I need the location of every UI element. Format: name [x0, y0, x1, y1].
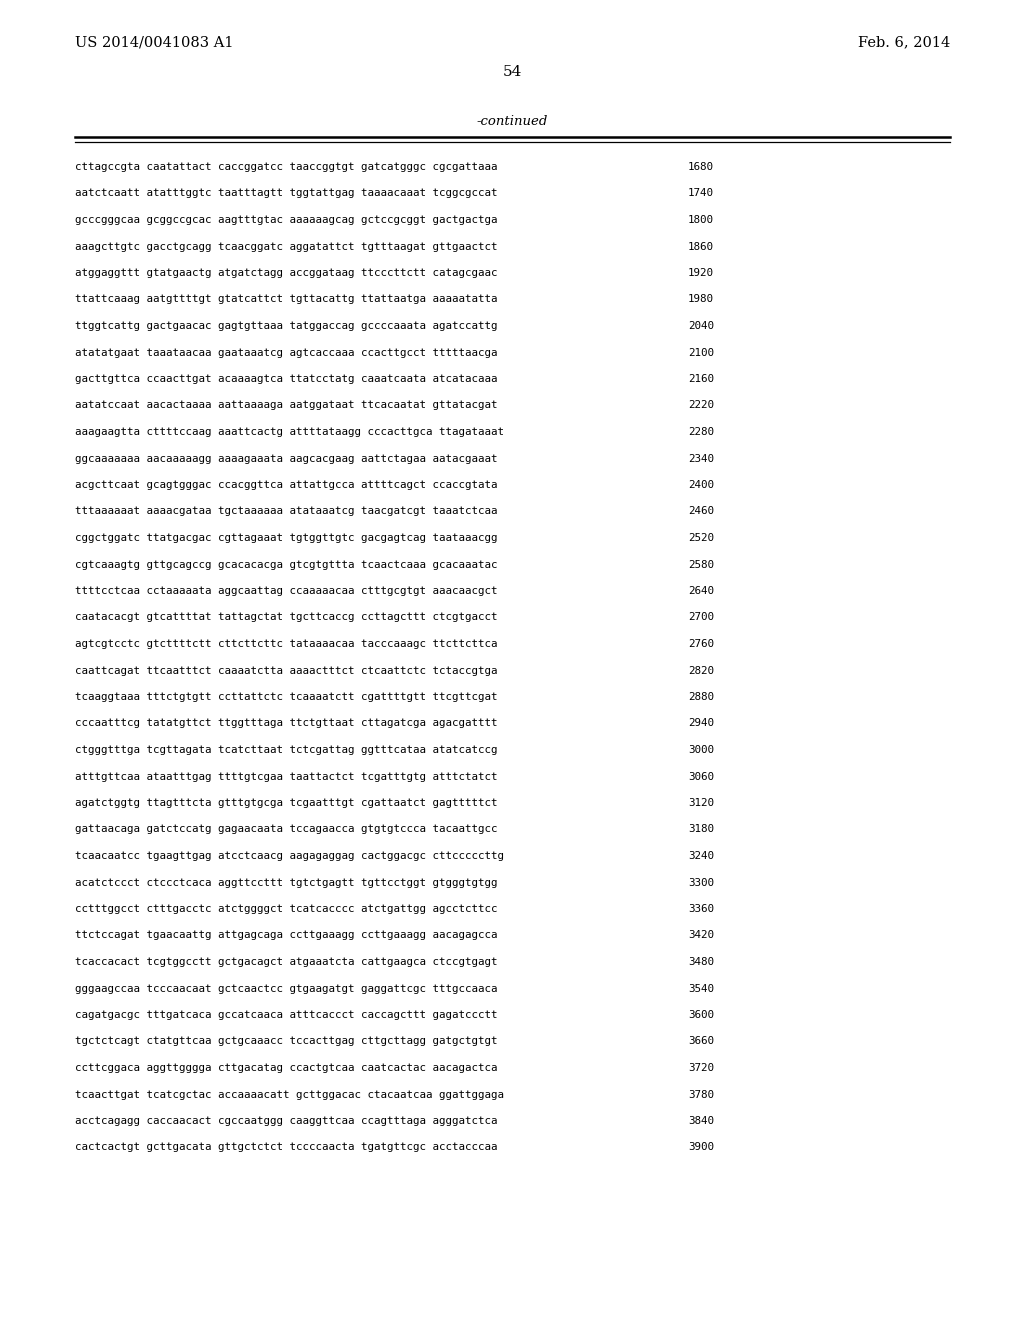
Text: tcaccacact tcgtggcctt gctgacagct atgaaatcta cattgaagca ctccgtgagt: tcaccacact tcgtggcctt gctgacagct atgaaat…	[75, 957, 498, 968]
Text: 2340: 2340	[688, 454, 714, 463]
Text: agatctggtg ttagtttcta gtttgtgcga tcgaatttgt cgattaatct gagtttttct: agatctggtg ttagtttcta gtttgtgcga tcgaatt…	[75, 799, 498, 808]
Text: gacttgttca ccaacttgat acaaaagtca ttatcctatg caaatcaata atcatacaaa: gacttgttca ccaacttgat acaaaagtca ttatcct…	[75, 374, 498, 384]
Text: 2640: 2640	[688, 586, 714, 597]
Text: caatacacgt gtcattttat tattagctat tgcttcaccg ccttagcttt ctcgtgacct: caatacacgt gtcattttat tattagctat tgcttca…	[75, 612, 498, 623]
Text: 3780: 3780	[688, 1089, 714, 1100]
Text: 2940: 2940	[688, 718, 714, 729]
Text: cagatgacgc tttgatcaca gccatcaaca atttcaccct caccagcttt gagatccctt: cagatgacgc tttgatcaca gccatcaaca atttcac…	[75, 1010, 498, 1020]
Text: acctcagagg caccaacact cgccaatggg caaggttcaa ccagtttaga agggatctca: acctcagagg caccaacact cgccaatggg caaggtt…	[75, 1115, 498, 1126]
Text: Feb. 6, 2014: Feb. 6, 2014	[858, 36, 950, 49]
Text: 3480: 3480	[688, 957, 714, 968]
Text: gattaacaga gatctccatg gagaacaata tccagaacca gtgtgtccca tacaattgcc: gattaacaga gatctccatg gagaacaata tccagaa…	[75, 825, 498, 834]
Text: cttagccgta caatattact caccggatcc taaccggtgt gatcatgggc cgcgattaaa: cttagccgta caatattact caccggatcc taaccgg…	[75, 162, 498, 172]
Text: atttgttcaa ataatttgag ttttgtcgaa taattactct tcgatttgtg atttctatct: atttgttcaa ataatttgag ttttgtcgaa taattac…	[75, 771, 498, 781]
Text: tgctctcagt ctatgttcaa gctgcaaacc tccacttgag cttgcttagg gatgctgtgt: tgctctcagt ctatgttcaa gctgcaaacc tccactt…	[75, 1036, 498, 1047]
Text: ttttcctcaa cctaaaaata aggcaattag ccaaaaacaa ctttgcgtgt aaacaacgct: ttttcctcaa cctaaaaata aggcaattag ccaaaaa…	[75, 586, 498, 597]
Text: ctgggtttga tcgttagata tcatcttaat tctcgattag ggtttcataa atatcatccg: ctgggtttga tcgttagata tcatcttaat tctcgat…	[75, 744, 498, 755]
Text: aatatccaat aacactaaaa aattaaaaga aatggataat ttcacaatat gttatacgat: aatatccaat aacactaaaa aattaaaaga aatggat…	[75, 400, 498, 411]
Text: 2220: 2220	[688, 400, 714, 411]
Text: cccaatttcg tatatgttct ttggtttaga ttctgttaat cttagatcga agacgatttt: cccaatttcg tatatgttct ttggtttaga ttctgtt…	[75, 718, 498, 729]
Text: ttggtcattg gactgaacac gagtgttaaa tatggaccag gccccaaata agatccattg: ttggtcattg gactgaacac gagtgttaaa tatggac…	[75, 321, 498, 331]
Text: 3300: 3300	[688, 878, 714, 887]
Text: tcaacaatcc tgaagttgag atcctcaacg aagagaggag cactggacgc cttcccccttg: tcaacaatcc tgaagttgag atcctcaacg aagagag…	[75, 851, 504, 861]
Text: aaagaagtta cttttccaag aaattcactg attttataagg cccacttgca ttagataaat: aaagaagtta cttttccaag aaattcactg attttat…	[75, 426, 504, 437]
Text: 3060: 3060	[688, 771, 714, 781]
Text: -continued: -continued	[476, 115, 548, 128]
Text: 1860: 1860	[688, 242, 714, 252]
Text: aaagcttgtc gacctgcagg tcaacggatc aggatattct tgtttaagat gttgaactct: aaagcttgtc gacctgcagg tcaacggatc aggatat…	[75, 242, 498, 252]
Text: agtcgtcctc gtcttttctt cttcttcttc tataaaacaa tacccaaagc ttcttcttca: agtcgtcctc gtcttttctt cttcttcttc tataaaa…	[75, 639, 498, 649]
Text: 3840: 3840	[688, 1115, 714, 1126]
Text: 1920: 1920	[688, 268, 714, 279]
Text: ggcaaaaaaa aacaaaaagg aaaagaaata aagcacgaag aattctagaa aatacgaaat: ggcaaaaaaa aacaaaaagg aaaagaaata aagcacg…	[75, 454, 498, 463]
Text: ttattcaaag aatgttttgt gtatcattct tgttacattg ttattaatga aaaaatatta: ttattcaaag aatgttttgt gtatcattct tgttaca…	[75, 294, 498, 305]
Text: 2100: 2100	[688, 347, 714, 358]
Text: atggaggttt gtatgaactg atgatctagg accggataag ttcccttctt catagcgaac: atggaggttt gtatgaactg atgatctagg accggat…	[75, 268, 498, 279]
Text: 3600: 3600	[688, 1010, 714, 1020]
Text: 54: 54	[503, 65, 521, 79]
Text: 1680: 1680	[688, 162, 714, 172]
Text: 2160: 2160	[688, 374, 714, 384]
Text: 3000: 3000	[688, 744, 714, 755]
Text: 3660: 3660	[688, 1036, 714, 1047]
Text: ttctccagat tgaacaattg attgagcaga ccttgaaagg ccttgaaagg aacagagcca: ttctccagat tgaacaattg attgagcaga ccttgaa…	[75, 931, 498, 940]
Text: 2820: 2820	[688, 665, 714, 676]
Text: cgtcaaagtg gttgcagccg gcacacacga gtcgtgttta tcaactcaaa gcacaaatac: cgtcaaagtg gttgcagccg gcacacacga gtcgtgt…	[75, 560, 498, 569]
Text: 3720: 3720	[688, 1063, 714, 1073]
Text: ccttcggaca aggttgggga cttgacatag ccactgtcaa caatcactac aacagactca: ccttcggaca aggttgggga cttgacatag ccactgt…	[75, 1063, 498, 1073]
Text: 2880: 2880	[688, 692, 714, 702]
Text: caattcagat ttcaatttct caaaatctta aaaactttct ctcaattctc tctaccgtga: caattcagat ttcaatttct caaaatctta aaaactt…	[75, 665, 498, 676]
Text: 1800: 1800	[688, 215, 714, 224]
Text: 2520: 2520	[688, 533, 714, 543]
Text: 3540: 3540	[688, 983, 714, 994]
Text: gcccgggcaa gcggccgcac aagtttgtac aaaaaagcag gctccgcggt gactgactga: gcccgggcaa gcggccgcac aagtttgtac aaaaaag…	[75, 215, 498, 224]
Text: 2580: 2580	[688, 560, 714, 569]
Text: 2460: 2460	[688, 507, 714, 516]
Text: 2400: 2400	[688, 480, 714, 490]
Text: atatatgaat taaataacaa gaataaatcg agtcaccaaa ccacttgcct tttttaacga: atatatgaat taaataacaa gaataaatcg agtcacc…	[75, 347, 498, 358]
Text: cggctggatc ttatgacgac cgttagaaat tgtggttgtc gacgagtcag taataaacgg: cggctggatc ttatgacgac cgttagaaat tgtggtt…	[75, 533, 498, 543]
Text: cactcactgt gcttgacata gttgctctct tccccaacta tgatgttcgc acctacccaa: cactcactgt gcttgacata gttgctctct tccccaa…	[75, 1143, 498, 1152]
Text: 1740: 1740	[688, 189, 714, 198]
Text: 3180: 3180	[688, 825, 714, 834]
Text: acatctccct ctccctcaca aggttccttt tgtctgagtt tgttcctggt gtgggtgtgg: acatctccct ctccctcaca aggttccttt tgtctga…	[75, 878, 498, 887]
Text: 3360: 3360	[688, 904, 714, 913]
Text: cctttggcct ctttgacctc atctggggct tcatcacccc atctgattgg agcctcttcc: cctttggcct ctttgacctc atctggggct tcatcac…	[75, 904, 498, 913]
Text: 2280: 2280	[688, 426, 714, 437]
Text: 3420: 3420	[688, 931, 714, 940]
Text: 2040: 2040	[688, 321, 714, 331]
Text: 3240: 3240	[688, 851, 714, 861]
Text: aatctcaatt atatttggtc taatttagtt tggtattgag taaaacaaat tcggcgccat: aatctcaatt atatttggtc taatttagtt tggtatt…	[75, 189, 498, 198]
Text: tcaacttgat tcatcgctac accaaaacatt gcttggacac ctacaatcaa ggattggaga: tcaacttgat tcatcgctac accaaaacatt gcttgg…	[75, 1089, 504, 1100]
Text: tcaaggtaaa tttctgtgtt ccttattctc tcaaaatctt cgattttgtt ttcgttcgat: tcaaggtaaa tttctgtgtt ccttattctc tcaaaat…	[75, 692, 498, 702]
Text: 1980: 1980	[688, 294, 714, 305]
Text: 3120: 3120	[688, 799, 714, 808]
Text: tttaaaaaat aaaacgataa tgctaaaaaa atataaatcg taacgatcgt taaatctcaa: tttaaaaaat aaaacgataa tgctaaaaaa atataaa…	[75, 507, 498, 516]
Text: US 2014/0041083 A1: US 2014/0041083 A1	[75, 36, 233, 49]
Text: acgcttcaat gcagtgggac ccacggttca attattgcca attttcagct ccaccgtata: acgcttcaat gcagtgggac ccacggttca attattg…	[75, 480, 498, 490]
Text: gggaagccaa tcccaacaat gctcaactcc gtgaagatgt gaggattcgc tttgccaaca: gggaagccaa tcccaacaat gctcaactcc gtgaaga…	[75, 983, 498, 994]
Text: 3900: 3900	[688, 1143, 714, 1152]
Text: 2760: 2760	[688, 639, 714, 649]
Text: 2700: 2700	[688, 612, 714, 623]
